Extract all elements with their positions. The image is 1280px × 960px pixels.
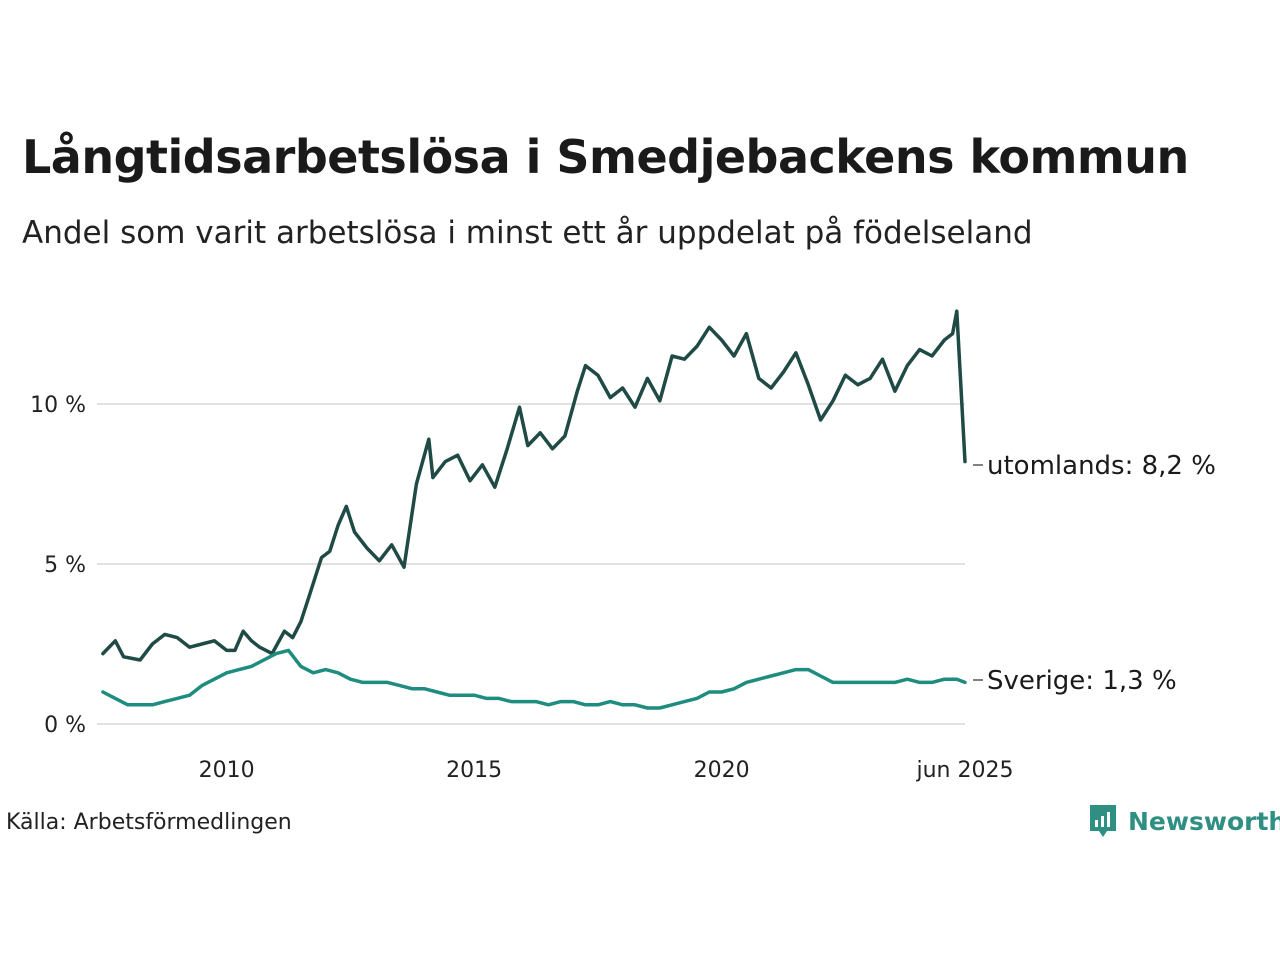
y-tick-label: 0 % [44, 713, 86, 738]
y-tick-label: 5 % [44, 553, 86, 578]
series-line-utomlands [101, 309, 967, 662]
end-label-utomlands: utomlands: 8,2 % [987, 451, 1216, 481]
chart-subtitle: Andel som varit arbetslösa i minst ett å… [22, 215, 1033, 251]
x-tick-label: jun 2025 [916, 758, 1014, 783]
source-note: Källa: Arbetsförmedlingen [6, 810, 292, 835]
x-tick-label: 2020 [694, 758, 750, 783]
brand-logo[interactable]: Newsworthy [1088, 803, 1280, 839]
series-line-sverige [101, 648, 967, 710]
end-label-sverige: Sverige: 1,3 % [987, 666, 1177, 696]
x-tick-label: 2010 [199, 758, 255, 783]
y-tick-label: 10 % [30, 393, 86, 418]
x-tick-label: 2015 [446, 758, 502, 783]
chart-title: Långtidsarbetslösa i Smedjebackens kommu… [22, 130, 1189, 184]
brand-name: Newsworthy [1128, 806, 1280, 836]
newsworthy-logo-icon [1090, 805, 1116, 837]
